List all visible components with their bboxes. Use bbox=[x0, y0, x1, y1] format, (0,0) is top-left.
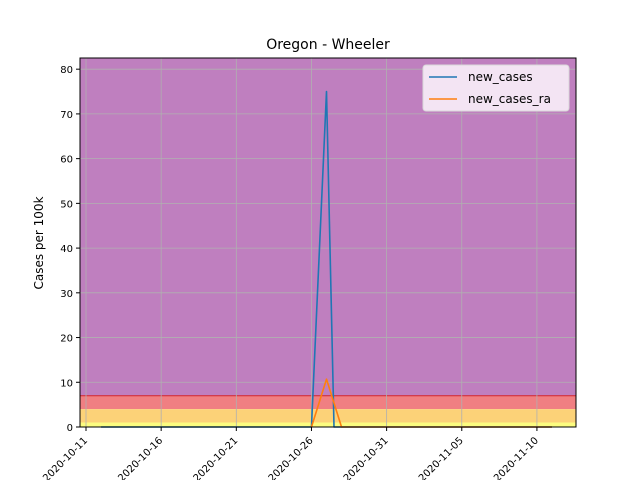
x-tick-label: 2020-10-21 bbox=[192, 435, 241, 480]
chart-title: Oregon - Wheeler bbox=[266, 37, 390, 53]
x-tick-label: 2020-10-11 bbox=[41, 435, 90, 480]
y-tick-label: 80 bbox=[60, 65, 73, 76]
y-axis-label: Cases per 100k bbox=[32, 196, 46, 289]
y-tick-label: 0 bbox=[67, 423, 73, 434]
band-high bbox=[80, 395, 576, 410]
y-tick-label: 70 bbox=[60, 110, 73, 121]
band-moderate bbox=[80, 409, 576, 423]
y-tick-label: 10 bbox=[60, 378, 73, 389]
plot-area: 0 10 20 30 40 50 60 70 80 2020-10-11 2020-10-16 202… bbox=[41, 57, 577, 480]
y-tick-label: 40 bbox=[60, 244, 73, 255]
plot-frame bbox=[79, 57, 577, 428]
legend-box bbox=[422, 64, 570, 112]
legend-label-new_cases: new_cases bbox=[468, 70, 533, 84]
x-tick-label: 2020-10-31 bbox=[342, 435, 391, 480]
legend: new_cases new_cases_ra bbox=[422, 64, 570, 112]
x-tick-label: 2020-11-05 bbox=[417, 435, 466, 480]
x-tick-label: 2020-10-16 bbox=[116, 435, 165, 480]
y-tick-label: 60 bbox=[60, 155, 73, 166]
y-tick-label: 50 bbox=[60, 199, 73, 210]
y-tick-label: 20 bbox=[60, 334, 73, 345]
y-tick-label: 30 bbox=[60, 289, 73, 300]
band-low bbox=[80, 422, 576, 427]
x-tick-label: 2020-10-26 bbox=[267, 435, 316, 480]
x-tick-label: 2020-11-10 bbox=[492, 435, 541, 480]
legend-label-new_cases_ra: new_cases_ra bbox=[468, 92, 551, 106]
